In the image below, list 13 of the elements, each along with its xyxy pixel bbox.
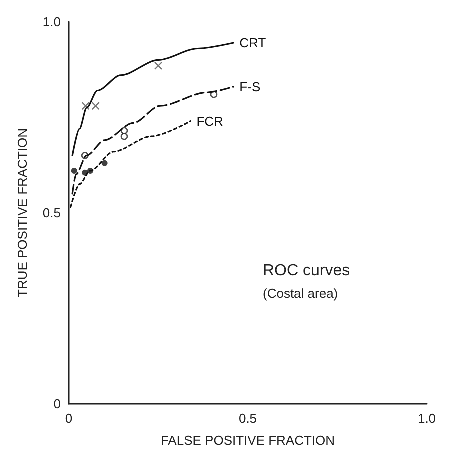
y-tick-label: 1.0 (42, 14, 61, 30)
y-axis-title: TRUE POSITIVE FRACTION (15, 128, 30, 298)
series-label: F-S (240, 79, 261, 94)
x-axis-title: FALSE POSITIVE FRACTION (160, 433, 336, 448)
series-label: CRT (240, 36, 266, 51)
x-tick-label: 0 (65, 411, 73, 426)
y-tick-label: 0.5 (42, 206, 61, 220)
x-tick-label: 0.5 (238, 411, 258, 426)
annotation: ROC curves (263, 262, 350, 280)
x-tick-label: 1.0 (418, 411, 436, 426)
series-label: FCR (196, 114, 224, 129)
annotation: (Costal area) (263, 286, 338, 301)
y-tick-label: 0 (54, 396, 61, 412)
